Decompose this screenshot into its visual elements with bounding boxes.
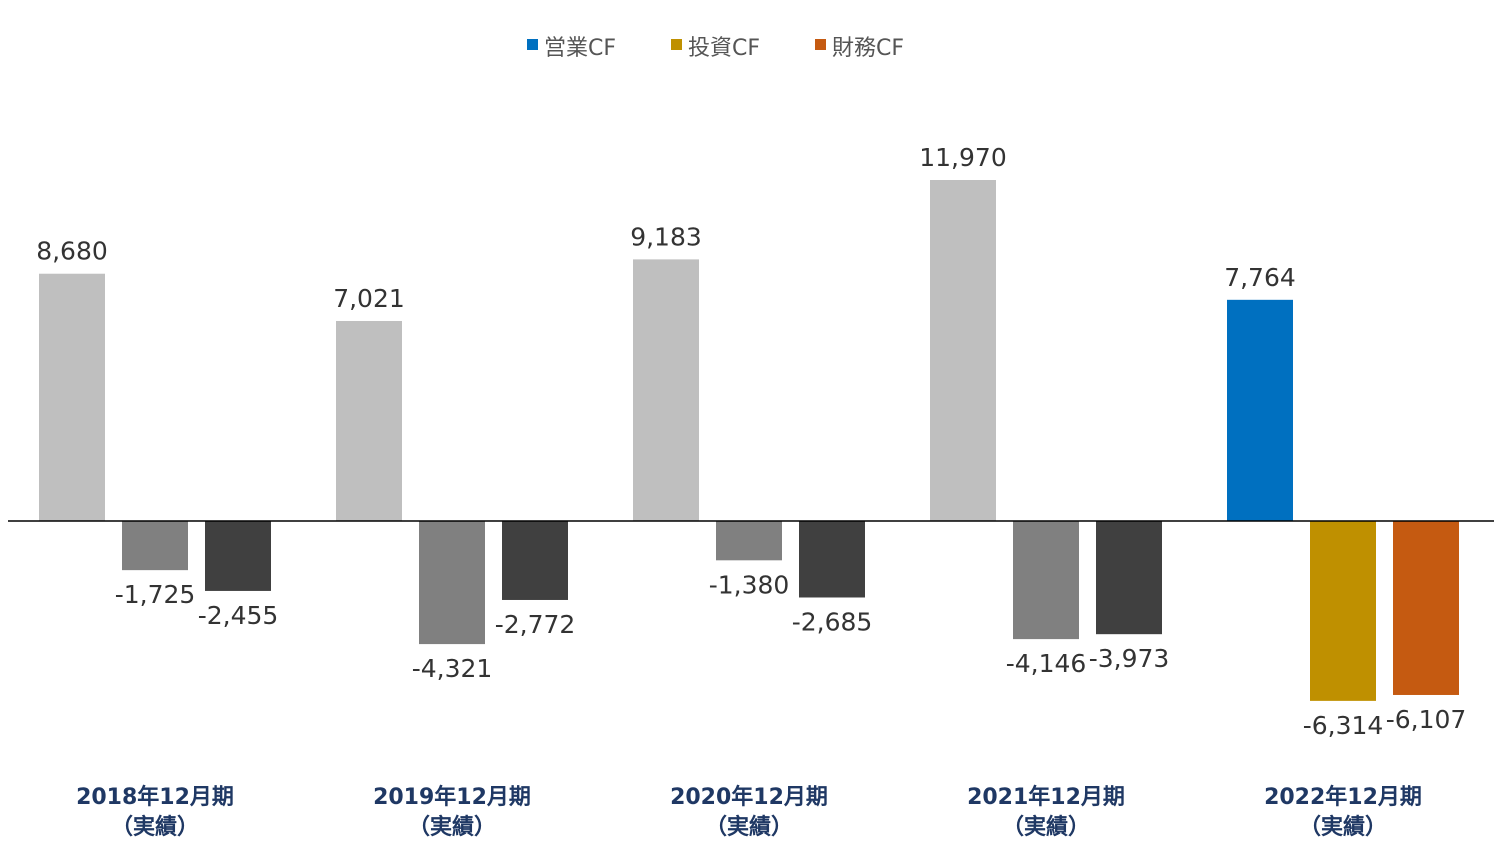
legend-swatch-0 [527,39,538,50]
bar-0-2 [205,521,271,591]
bar-0-1 [122,521,188,571]
category-label-0-line2: （実績） [111,814,199,840]
value-labels: 8,680 -1,725-2,455 7,021 -4,321-2,772 9,183 -… [36,143,1466,740]
value-label-4-0: 7,764 [1224,263,1296,292]
bar-2-2 [799,521,865,598]
value-label-3-2: -3,973 [1089,644,1170,673]
category-label-2-line2: （実績） [705,814,793,840]
category-label-2-line1: 2020年12月期 [670,784,828,810]
bar-2-1 [716,521,782,561]
legend-label-2: 財務CF [832,36,904,61]
bar-1-0 [336,320,402,521]
bar-4-1 [1310,521,1376,701]
value-label-2-2: -2,685 [792,607,873,636]
bar-2-0 [633,259,699,521]
category-label-3-line2: （実績） [1002,814,1090,840]
category-label-3-line1: 2021年12月期 [967,784,1125,810]
category-label-4-line2: （実績） [1299,814,1387,840]
category-label-1-line2: （実績） [408,814,496,840]
category-label-0-line1: 2018年12月期 [76,784,234,810]
legend: 営業CF 投資CF 財務CF [527,36,904,61]
bar-1-2 [502,521,568,600]
value-label-0-2: -2,455 [198,601,279,630]
value-label-1-2: -2,772 [495,610,576,639]
value-label-1-0: 7,021 [333,284,405,313]
legend-swatch-2 [815,39,826,50]
value-label-4-1: -6,314 [1303,711,1384,740]
value-label-1-1: -4,321 [412,654,493,683]
category-labels: 2018年12月期 （実績） 2019年12月期 （実績） 2020年12月期 （実績） 2… [76,784,1422,840]
value-label-0-1: -1,725 [115,580,196,609]
legend-label-1: 投資CF [688,36,760,61]
value-label-3-1: -4,146 [1006,649,1087,678]
bar-4-2 [1393,521,1459,695]
value-label-4-2: -6,107 [1386,705,1467,734]
category-label-4-line1: 2022年12月期 [1264,784,1422,810]
value-label-2-1: -1,380 [709,570,790,599]
bars [39,180,1459,701]
bar-0-0 [39,273,105,521]
value-label-0-0: 8,680 [36,237,108,266]
bar-3-1 [1013,521,1079,640]
value-label-3-0: 11,970 [919,143,1006,172]
legend-label-0: 営業CF [544,36,616,61]
bar-3-0 [930,180,996,521]
category-label-1-line1: 2019年12月期 [373,784,531,810]
value-label-2-0: 9,183 [630,222,702,251]
bar-4-0 [1227,299,1293,521]
bar-3-2 [1096,521,1162,635]
bar-1-1 [419,521,485,645]
legend-swatch-1 [671,39,682,50]
